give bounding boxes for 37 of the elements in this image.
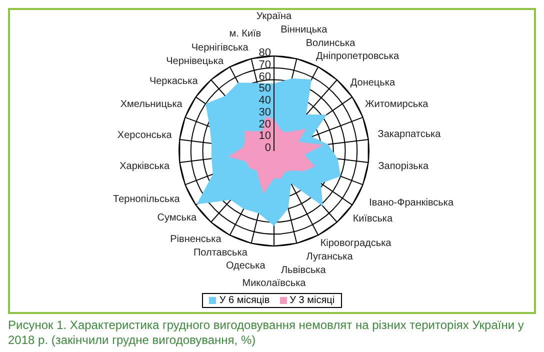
text: Рисунок 1. Характеристика грудного вигодовування немовлят на різних територіях України у 2018 р. (закінчили грудне вигодовування, %) xyxy=(8,318,525,348)
spoke-label: Вінницька xyxy=(280,24,328,36)
spoke-label: Хмельницька xyxy=(120,98,183,110)
spoke-label: Одеська xyxy=(226,260,266,272)
y-tick-label: 40 xyxy=(258,94,271,106)
spoke-label: Полтавська xyxy=(193,248,248,259)
spoke-label: Волинська xyxy=(306,38,356,49)
y-tick-label: 30 xyxy=(258,106,271,118)
spoke-label: Закарпатська xyxy=(378,129,442,140)
y-tick-label: 0 xyxy=(264,142,271,154)
y-tick-label: 50 xyxy=(258,82,271,95)
spoke-label: Рівненська xyxy=(170,234,222,245)
spoke-label: Житомирська xyxy=(365,98,429,110)
spoke-label: Кіровоградська xyxy=(320,238,392,249)
spoke-label: Сумська xyxy=(157,212,198,224)
spoke-label: Дніпропетровська xyxy=(316,51,400,62)
spoke-label: Україна xyxy=(256,11,292,22)
y-tick-label: 10 xyxy=(258,130,271,142)
spoke-label: Харківська xyxy=(120,161,170,172)
spoke-label: Луганська xyxy=(306,251,354,262)
spoke-label: Запорізька xyxy=(378,161,429,172)
spoke-label: Львівська xyxy=(280,264,326,276)
spoke-label: Київська xyxy=(352,214,394,225)
spoke-label: Донецька xyxy=(350,77,396,88)
spoke-label: Чернігівська xyxy=(191,42,249,54)
spoke-label: Миколаївська xyxy=(242,278,306,289)
spoke-label: Черкаська xyxy=(149,76,198,88)
spoke-label: Тернопільська xyxy=(113,194,180,205)
legend-label: У 3 місяці xyxy=(288,295,335,306)
spoke-label: Херсонська xyxy=(117,130,172,141)
y-tick-label: 80 xyxy=(258,47,271,59)
y-tick-label: 60 xyxy=(258,70,271,83)
spoke-label: Івано-Франківська xyxy=(369,198,454,209)
spoke-label: Чернівецька xyxy=(166,56,224,68)
legend-label: У 6 місяців xyxy=(218,295,270,306)
spoke-label: м. Київ xyxy=(229,28,262,40)
y-tick-label: 70 xyxy=(258,58,271,71)
